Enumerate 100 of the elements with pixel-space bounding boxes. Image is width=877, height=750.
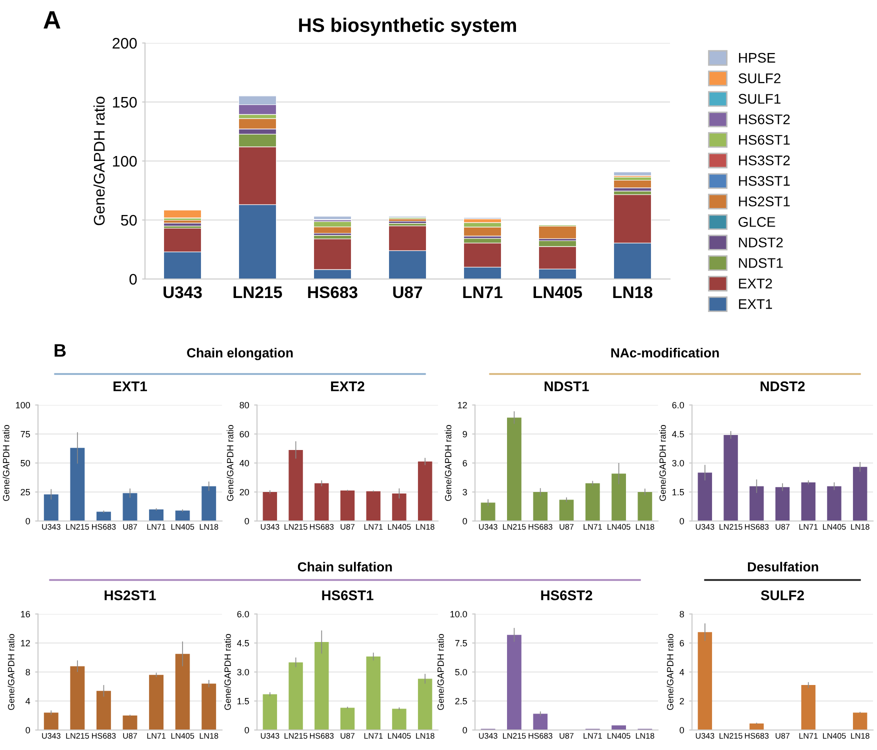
x-tick-label: LN18 [200, 524, 218, 530]
x-tick-label: LN71 [364, 524, 383, 530]
x-tick-label: U343 [164, 286, 202, 298]
x-tick-label: LN71 [147, 733, 166, 739]
y-tick-label: 9 [462, 430, 467, 438]
y-axis-title: Gene/GAPDH ratio [659, 424, 666, 501]
x-tick-label: U87 [776, 732, 790, 739]
x-tick-label: HS683 [744, 732, 769, 739]
y-tick-label: 0 [129, 274, 137, 285]
y-tick-label: 0 [680, 726, 684, 734]
y-tick-label: 2.5 [455, 698, 467, 704]
y-tick-label: 3 [462, 488, 467, 496]
x-tick-label: LN215 [503, 732, 526, 739]
y-tick-label: 80 [240, 402, 250, 408]
y-tick-label: 12 [458, 402, 467, 408]
x-tick-label: U87 [560, 524, 574, 530]
x-tick-label: LN405 [608, 524, 630, 530]
x-tick-label: HS683 [310, 524, 334, 530]
x-tick-label: LN215 [284, 732, 308, 739]
y-axis-title: Gene/GAPDH ratio [437, 634, 444, 710]
chart-title: HS biosynthetic system [299, 18, 516, 36]
x-tick-label: LN18 [613, 286, 652, 298]
x-tick-label: LN215 [284, 524, 308, 530]
y-tick-label: 75 [20, 431, 30, 438]
legend-label: HS2ST1 [739, 196, 790, 206]
chart-title: NDST1 [544, 381, 589, 392]
y-tick-label: 50 [20, 460, 30, 466]
x-tick-label: LN405 [171, 524, 194, 530]
x-tick-label: LN405 [388, 524, 411, 530]
x-tick-label: U87 [123, 524, 137, 530]
x-tick-label: LN215 [720, 524, 742, 530]
y-tick-label: 10.0 [450, 610, 468, 618]
text: A [44, 11, 60, 28]
y-tick-label: 150 [113, 96, 137, 108]
legend-label: EXT1 [739, 299, 772, 309]
legend-label: HS3ST2 [739, 155, 790, 166]
x-tick-label: LN405 [608, 732, 630, 739]
x-tick-label: LN71 [463, 286, 502, 298]
text: Chain elongation [187, 348, 293, 360]
y-axis-title: Gene/GAPDH ratio [224, 634, 231, 710]
x-tick-label: LN215 [503, 524, 526, 530]
x-tick-label: U87 [123, 732, 137, 739]
y-axis-title: Gene/GAPDH ratio [666, 634, 674, 710]
y-tick-label: 6.0 [237, 610, 250, 618]
y-tick-label: 0 [26, 726, 30, 734]
y-tick-label: 2 [680, 698, 684, 704]
x-tick-label: LN18 [851, 732, 870, 739]
y-tick-label: 100 [16, 402, 30, 408]
x-tick-label: LN215 [720, 732, 742, 739]
x-tick-label: HS683 [310, 732, 334, 739]
x-tick-label: U87 [340, 524, 354, 530]
x-tick-label: HS683 [92, 524, 116, 530]
chart-title: HS2ST1 [104, 590, 156, 600]
x-tick-label: LN71 [364, 733, 383, 739]
legend-label: HS6ST1 [739, 134, 790, 145]
x-tick-label: LN18 [416, 732, 434, 739]
x-tick-label: LN215 [234, 286, 282, 298]
y-axis-title: Gene/GAPDH ratio [444, 424, 452, 501]
x-tick-label: HS683 [308, 286, 358, 298]
text: NAc-modification [611, 348, 719, 358]
x-tick-label: U343 [696, 524, 714, 530]
x-tick-label: U343 [696, 732, 714, 739]
legend-label: NDST2 [739, 238, 783, 248]
y-tick-label: 0 [680, 518, 684, 524]
y-tick-label: 5.0 [455, 668, 468, 676]
chart-title: HS6ST1 [322, 590, 374, 600]
y-tick-label: 0 [462, 518, 468, 524]
y-tick-label: 0 [462, 726, 468, 734]
y-tick-label: 8 [26, 668, 30, 676]
legend-label: SULF2 [738, 73, 780, 84]
x-tick-label: HS683 [92, 732, 116, 739]
x-tick-label: LN405 [388, 732, 411, 739]
x-tick-label: LN18 [416, 524, 434, 530]
x-tick-label: LN18 [636, 524, 654, 530]
x-tick-label: U87 [340, 732, 354, 739]
y-axis-title: Gene/GAPDH ratio [93, 96, 105, 226]
y-tick-label: 7.5 [455, 640, 467, 646]
y-tick-label: 4 [680, 669, 684, 676]
x-tick-label: U343 [479, 524, 498, 530]
x-tick-label: U343 [260, 732, 280, 739]
x-tick-label: LN405 [823, 732, 846, 739]
x-tick-label: LN215 [66, 524, 89, 530]
y-tick-label: 20 [240, 488, 250, 496]
y-axis-title: Gene/GAPDH ratio [226, 424, 234, 501]
y-tick-label: 4 [26, 698, 30, 704]
y-tick-label: 3.0 [672, 460, 684, 466]
y-tick-label: 60 [240, 430, 250, 438]
x-tick-label: U343 [479, 732, 498, 739]
y-axis-title: Gene/GAPDH ratio [2, 424, 10, 501]
chart-title: HS6ST2 [541, 590, 592, 600]
x-tick-label: LN71 [799, 524, 818, 530]
x-tick-label: U343 [42, 524, 60, 530]
x-tick-label: U343 [260, 524, 280, 530]
chart-title: SULF2 [760, 590, 804, 600]
legend-label: NDST1 [739, 258, 783, 268]
chart-title: NDST2 [760, 381, 805, 392]
x-tick-label: LN71 [584, 733, 602, 739]
y-tick-label: 40 [240, 460, 250, 466]
y-tick-label: 16 [21, 610, 30, 618]
x-tick-label: LN405 [534, 286, 582, 298]
